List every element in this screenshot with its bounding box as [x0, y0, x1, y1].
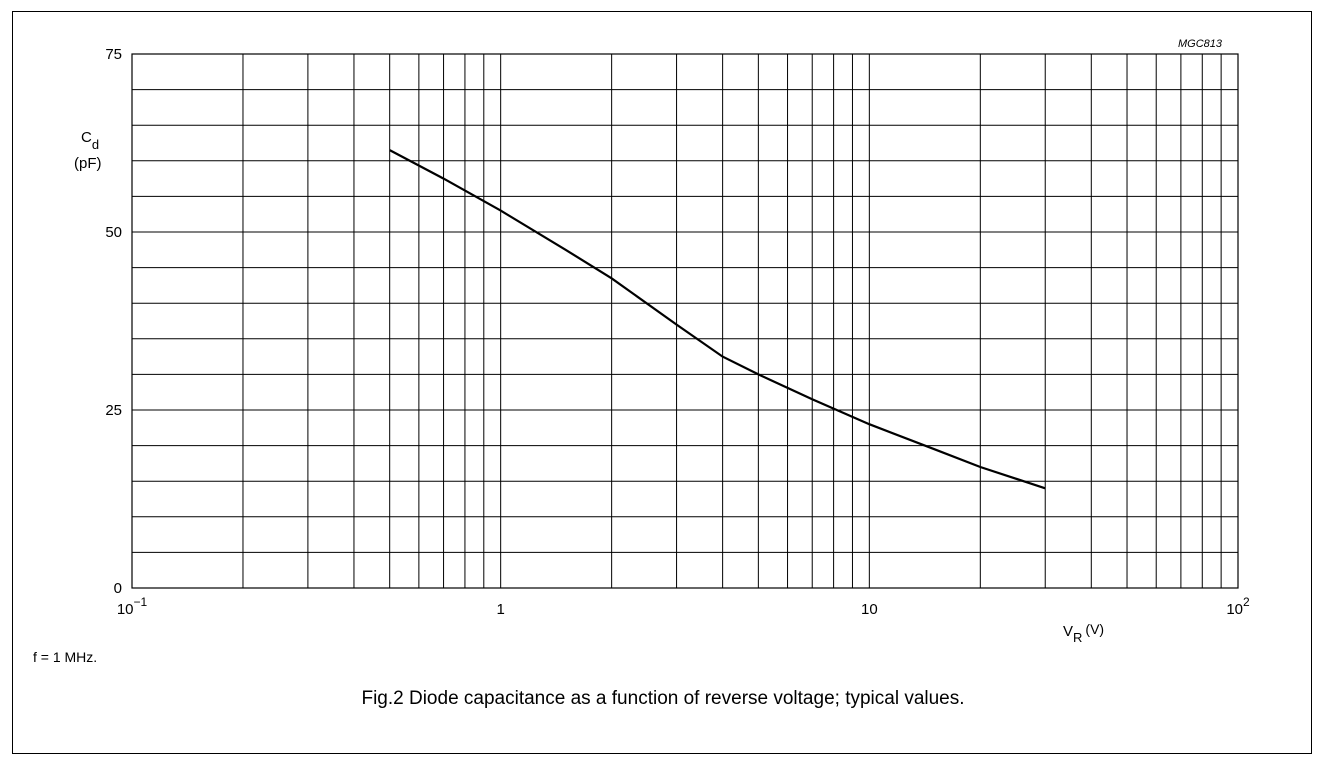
capacitance-curve: [389, 149, 1046, 490]
plot-area-border: [131, 53, 1239, 589]
x-tick-label: 10−1: [117, 595, 148, 618]
y-axis-label: Cd: [81, 129, 99, 152]
x-tick-label: 102: [1226, 595, 1250, 618]
x-tick-exponent: 2: [1243, 595, 1250, 609]
x-tick-base: 10: [861, 601, 878, 618]
grid: [131, 53, 1238, 589]
y-tick-label: 25: [105, 402, 122, 419]
y-axis-unit: (pF): [74, 155, 102, 172]
x-tick-exponent: −1: [134, 595, 148, 609]
x-tick-base: 10: [1226, 601, 1243, 618]
x-tick-base: 1: [496, 601, 504, 618]
y-tick-label: 0: [114, 580, 122, 597]
x-tick-base: 10: [117, 601, 134, 618]
x-axis: 10−1 1 10 102: [117, 595, 1250, 618]
x-axis-label-main: V: [1063, 623, 1073, 640]
x-tick-label: 1: [496, 601, 504, 618]
y-tick-label: 50: [105, 224, 122, 241]
y-axis: 0 25 50 75: [105, 46, 122, 597]
x-axis-label: VR(V): [1063, 621, 1104, 645]
y-tick-label: 75: [105, 46, 122, 63]
y-axis-label-sub: d: [92, 137, 99, 152]
figure-id-label: MGC813: [1178, 38, 1223, 50]
figure-frame: [12, 11, 1312, 754]
x-tick-label: 10: [861, 601, 878, 618]
x-axis-label-sub: R: [1073, 630, 1082, 645]
x-axis-label-unit: (V): [1085, 621, 1104, 637]
frequency-note: f = 1 MHz.: [33, 649, 98, 665]
y-axis-label-main: C: [81, 129, 92, 146]
figure-caption: Fig.2 Diode capacitance as a function of…: [361, 688, 965, 709]
